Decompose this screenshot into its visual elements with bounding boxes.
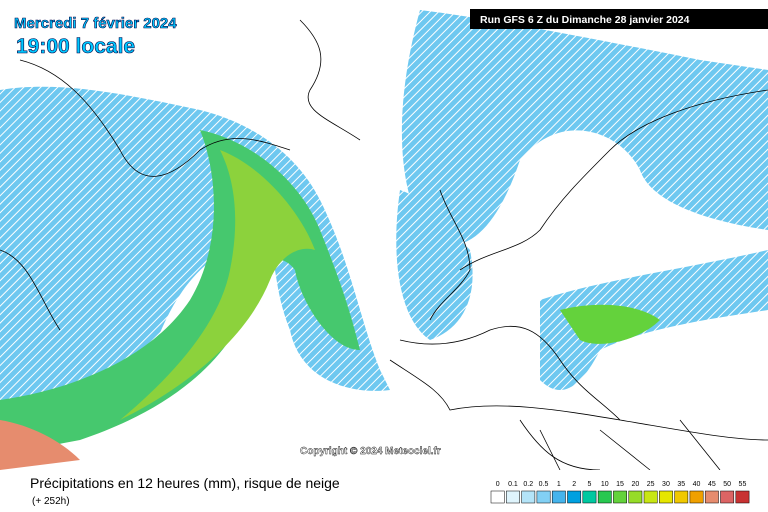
precipitation-field [0,10,768,470]
legend-label: 2 [572,481,576,488]
legend-swatch [720,490,735,504]
legend-swatch [597,490,612,504]
legend-label: 20 [631,481,639,488]
legend-label: 45 [708,481,716,488]
legend-label: 0.2 [523,481,533,488]
legend-label: 40 [693,481,701,488]
legend-swatch [582,490,597,504]
legend-label: 30 [662,481,670,488]
legend-label: 0.1 [508,481,518,488]
legend-label: 15 [616,481,624,488]
legend-swatch [628,490,643,504]
legend-label: 25 [647,481,655,488]
legend-swatch [567,490,582,504]
legend-swatch [521,490,536,504]
coastlines [0,19,768,471]
forecast-time: 19:00 locale [16,35,135,58]
legend-swatch [551,490,566,504]
legend: 0 0.1 0.2 0.5 1 2 5 10 15 20 25 30 35 40 45 50 55 [490,481,750,504]
legend-label: 55 [739,481,747,488]
legend-label: 50 [723,481,731,488]
forecast-date: Mercredi 7 février 2024 [14,15,177,32]
legend-swatch [490,490,505,504]
run-info: Run GFS 6 Z du Dimanche 28 janvier 2024 [480,14,690,26]
run-box [470,9,768,29]
legend-swatch [674,490,689,504]
legend-swatch [643,490,658,504]
legend-label: 0.5 [539,481,549,488]
legend-swatch [735,490,750,504]
legend-swatch [613,490,627,504]
legend-label: 0 [496,481,500,488]
header: Mercredi 7 février 2024 19:00 locale Run… [14,9,768,58]
legend-swatch [536,490,551,504]
legend-swatch [506,490,520,504]
legend-label: 1 [557,481,561,488]
legend-label: 10 [601,481,609,488]
copyright: Copyright © 2024 Meteociel.fr [300,446,441,457]
legend-swatch [659,490,673,504]
legend-swatch [689,490,704,504]
legend-swatch [704,490,719,504]
legend-label: 35 [677,481,685,488]
footer-lead: (+ 252h) [32,496,70,507]
legend-label: 5 [587,481,591,488]
footer-title: Précipitations en 12 heures (mm), risque… [30,475,340,491]
